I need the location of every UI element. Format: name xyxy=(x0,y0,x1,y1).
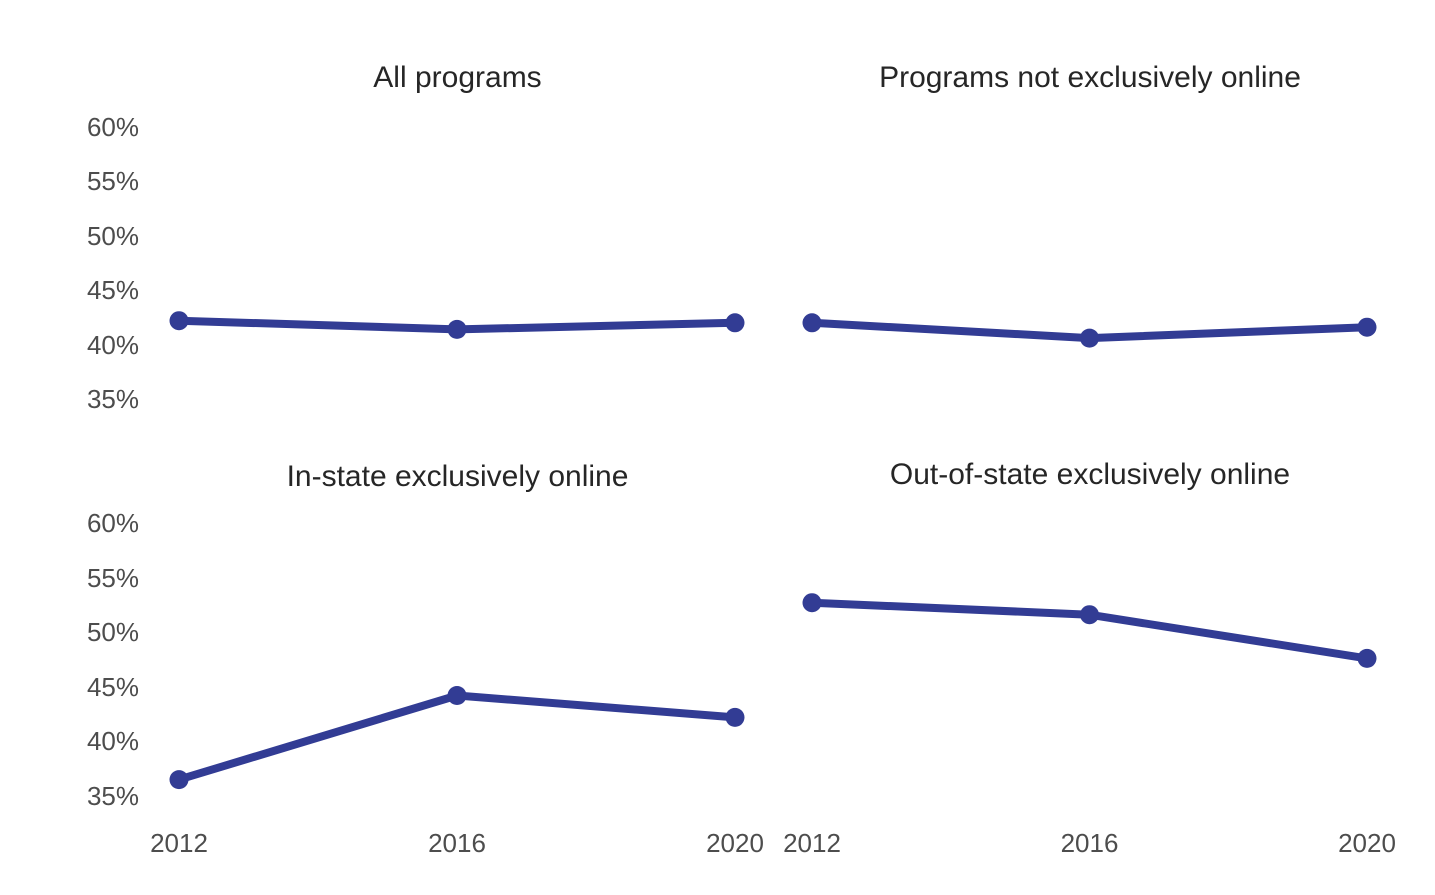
y-axis-tick-label: 50% xyxy=(86,221,139,251)
x-axis-tick-label: 2016 xyxy=(428,828,486,858)
y-axis-tick-label: 40% xyxy=(86,726,139,756)
data-point-marker xyxy=(802,593,822,613)
y-axis-tick-label: 60% xyxy=(86,508,139,538)
x-axis-tick-label: 2020 xyxy=(706,828,764,858)
y-axis-tick-label: 40% xyxy=(86,330,139,360)
y-axis-tick-label: 60% xyxy=(86,112,139,142)
y-axis-tick-label: 55% xyxy=(86,166,139,196)
data-point-marker xyxy=(1080,328,1099,348)
data-point-marker xyxy=(725,707,745,727)
data-point-marker xyxy=(447,319,467,339)
chart-title-out-of-state-exclusively-online: Out-of-state exclusively online xyxy=(889,458,1291,491)
data-point-marker xyxy=(1357,317,1377,337)
y-axis-tick-label: 45% xyxy=(86,672,139,702)
data-point-marker xyxy=(169,311,189,331)
x-axis-tick-label: 2012 xyxy=(783,828,841,858)
data-point-marker xyxy=(169,770,189,790)
data-point-marker xyxy=(1357,648,1377,668)
chart-title-programs-not-exclusively-online: Programs not exclusively online xyxy=(879,61,1301,94)
trend-line xyxy=(175,691,739,784)
chart-title-all-programs: All programs xyxy=(373,61,542,94)
y-axis-tick-label: 45% xyxy=(86,275,139,305)
data-point-marker xyxy=(725,313,745,333)
y-axis-tick-label: 35% xyxy=(86,781,139,811)
chart-title-in-state-exclusively-online: In-state exclusively online xyxy=(286,460,629,493)
y-axis-tick-label: 35% xyxy=(86,384,139,414)
data-point-marker xyxy=(447,686,467,705)
y-axis-tick-label: 50% xyxy=(86,617,139,647)
y-axis-tick-label: 55% xyxy=(86,563,139,593)
x-axis-tick-label: 2020 xyxy=(1338,828,1396,858)
x-axis-tick-label: 2012 xyxy=(150,828,208,858)
data-point-marker xyxy=(802,313,822,333)
data-point-marker xyxy=(1080,605,1099,625)
x-axis-tick-label: 2016 xyxy=(1060,828,1119,858)
